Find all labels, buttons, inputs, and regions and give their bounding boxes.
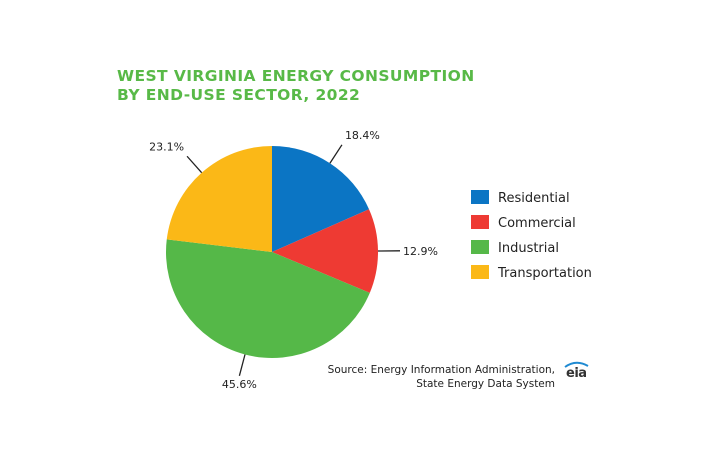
chart-title-line-2: BY END-USE SECTOR, 2022	[117, 86, 361, 104]
leader-line-industrial	[238, 354, 246, 376]
legend: Residential Commercial Industrial Transport…	[471, 190, 592, 281]
legend-swatch-industrial	[471, 240, 489, 254]
eia-logo-swoosh-icon	[564, 361, 589, 368]
eia-logo-text: eia	[566, 366, 587, 381]
data-label-industrial: 45.6%	[222, 378, 257, 391]
source-line-2: State Energy Data System	[416, 378, 555, 390]
data-label-residential: 18.4%	[345, 129, 380, 142]
chart-title: WEST VIRGINIA ENERGY CONSUMPTION BY END-…	[117, 67, 475, 105]
source-note: Source: Energy Information Administratio…	[328, 363, 555, 391]
legend-label-commercial: Commercial	[498, 216, 576, 231]
pie-slice-residential	[272, 146, 370, 252]
legend-swatch-commercial	[471, 215, 489, 229]
leader-line-transportation	[186, 155, 203, 174]
data-label-transportation: 23.1%	[149, 140, 184, 153]
legend-label-industrial: Industrial	[498, 241, 559, 256]
pie-slice-industrial	[165, 239, 370, 359]
data-label-commercial: 12.9%	[403, 245, 438, 258]
leader-line-residential	[329, 144, 343, 164]
legend-label-transportation: Transportation	[497, 266, 592, 281]
chart-title-line-1: WEST VIRGINIA ENERGY CONSUMPTION	[117, 67, 475, 85]
pie-slice-transportation	[166, 146, 272, 252]
source-line-1: Source: Energy Information Administratio…	[327, 364, 555, 376]
pie-slice-commercial	[272, 209, 379, 293]
legend-label-residential: Residential	[498, 191, 570, 206]
legend-swatch-transportation	[471, 265, 489, 279]
legend-swatch-residential	[471, 190, 489, 204]
pie-slices	[165, 146, 379, 359]
eia-logo-icon: eia	[562, 361, 590, 383]
pie-leader-lines	[186, 144, 401, 376]
pie-data-labels: 18.4% 12.9% 45.6% 23.1%	[149, 129, 438, 391]
